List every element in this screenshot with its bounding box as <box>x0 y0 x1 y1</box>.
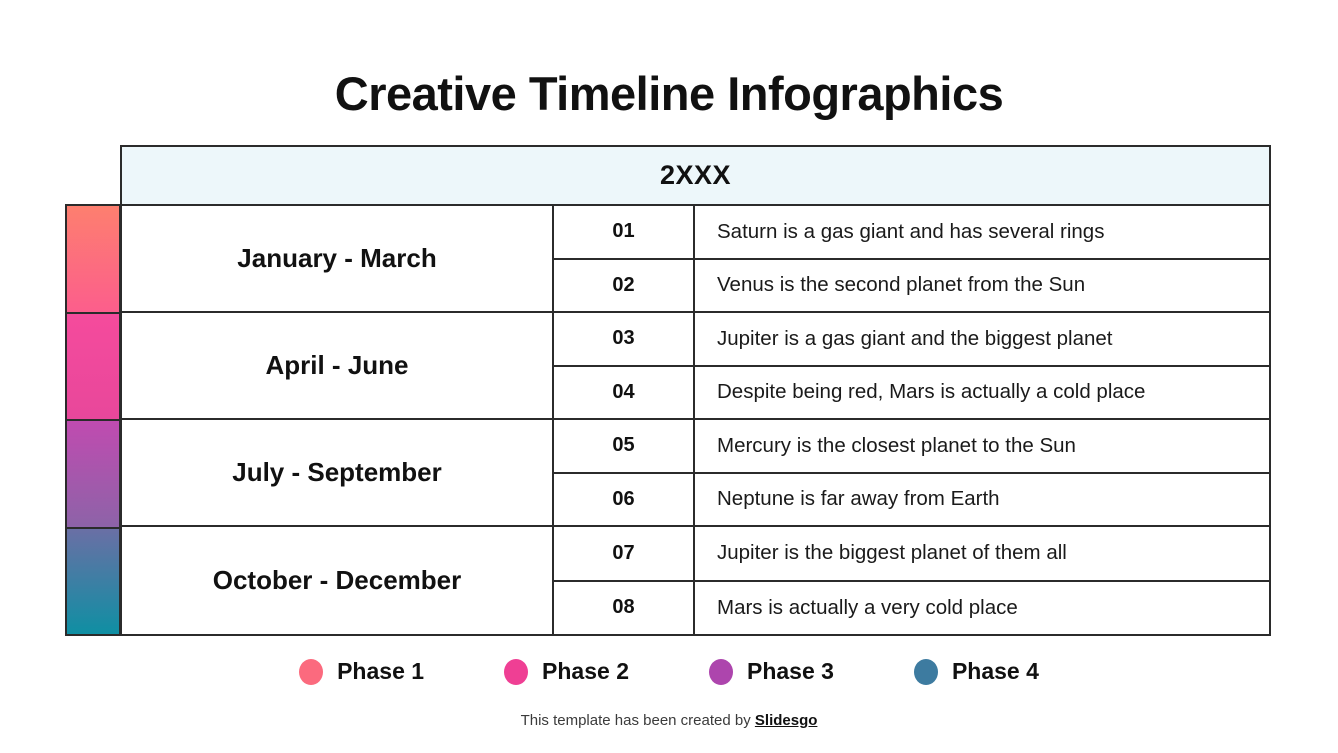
item-number: 08 <box>554 581 695 634</box>
legend-label: Phase 2 <box>542 658 629 684</box>
period-label: January - March <box>237 243 437 273</box>
item-number: 07 <box>554 527 695 580</box>
list-item: 06 Neptune is far away from Earth <box>554 473 1269 525</box>
list-item: 02 Venus is the second planet from the Su… <box>554 259 1269 311</box>
period-label: October - December <box>212 565 462 595</box>
footer-credit: This template has been created by Slides… <box>0 712 1338 729</box>
legend-label: Phase 1 <box>337 658 425 684</box>
legend-dot-icon <box>709 658 733 685</box>
item-number: 03 <box>554 313 695 365</box>
item-description: Mercury is the closest planet to the Sun <box>717 433 1076 457</box>
item-number: 02 <box>554 259 695 311</box>
table-row: July - September 05 Mercury is the closest… <box>122 420 1269 527</box>
legend-dot-icon <box>913 658 938 685</box>
phase-strip-segment-3 <box>67 421 119 529</box>
phase-strip-segment-1 <box>67 206 119 314</box>
table-body: January - March 01 Saturn is a gas giant a… <box>122 206 1269 634</box>
list-item: 07 Jupiter is the biggest planet of them … <box>554 527 1269 582</box>
items-cell: 05 Mercury is the closest planet to the S… <box>554 420 1269 525</box>
item-number: 04 <box>554 366 695 418</box>
footer-text: This template has been created by <box>520 712 755 729</box>
list-item: 04 Despite being red, Mars is actually a … <box>554 366 1269 418</box>
item-description: Neptune is far away from Earth <box>717 487 1000 511</box>
item-description: Saturn is a gas giant and has several ri… <box>717 219 1105 243</box>
phase-strip-segment-4 <box>67 528 119 634</box>
table-row: October - December 07 Jupiter is the bigge… <box>122 527 1269 634</box>
legend: Phase 1 Phase 2 Phase 3 Phase 4 <box>0 658 1338 685</box>
timeline-table: 2XXX January - March 01 Saturn is a gas gi… <box>120 145 1271 636</box>
item-description: Jupiter is a gas giant and the biggest p… <box>717 326 1113 350</box>
item-number: 01 <box>554 206 695 258</box>
year-label: 2XXX <box>659 160 732 190</box>
item-number: 05 <box>554 420 695 472</box>
legend-item-phase-4: Phase 4 <box>913 658 1039 685</box>
table-header-row: 2XXX <box>122 147 1269 206</box>
legend-label: Phase 3 <box>747 658 834 684</box>
legend-item-phase-2: Phase 2 <box>504 658 629 685</box>
legend-item-phase-1: Phase 1 <box>299 658 424 685</box>
legend-label: Phase 4 <box>951 658 1039 684</box>
table-row: April - June 03 Jupiter is a gas giant and… <box>122 313 1269 420</box>
legend-item-phase-3: Phase 3 <box>709 658 834 685</box>
item-description: Venus is the second planet from the Sun <box>717 273 1086 297</box>
legend-dot-icon <box>504 658 529 685</box>
item-number: 06 <box>554 473 695 525</box>
legend-dot-icon <box>299 658 324 685</box>
page-title: Creative Timeline Infographics <box>334 67 1004 120</box>
item-description: Mars is actually a very cold place <box>717 595 1018 619</box>
list-item: 03 Jupiter is a gas giant and the biggest… <box>554 313 1269 367</box>
list-item: 05 Mercury is the closest planet to the S… <box>554 420 1269 474</box>
list-item: 08 Mars is actually a very cold place <box>554 581 1269 634</box>
item-description: Jupiter is the biggest planet of them al… <box>717 541 1067 565</box>
period-label: July - September <box>232 457 442 487</box>
items-cell: 03 Jupiter is a gas giant and the biggest… <box>554 313 1269 418</box>
period-cell: April - June <box>122 313 554 418</box>
items-cell: 07 Jupiter is the biggest planet of them … <box>554 527 1269 634</box>
phase-strip-segment-2 <box>67 313 119 421</box>
period-cell: January - March <box>122 206 554 311</box>
list-item: 01 Saturn is a gas giant and has several … <box>554 206 1269 260</box>
items-cell: 01 Saturn is a gas giant and has several … <box>554 206 1269 311</box>
item-description: Despite being red, Mars is actually a co… <box>717 380 1146 404</box>
period-cell: October - December <box>122 527 554 634</box>
period-label: April - June <box>265 350 409 380</box>
slidesgo-link[interactable]: Slidesgo <box>754 712 818 729</box>
phase-color-strip <box>65 204 121 636</box>
table-row: January - March 01 Saturn is a gas giant a… <box>122 206 1269 313</box>
period-cell: July - September <box>122 420 554 525</box>
